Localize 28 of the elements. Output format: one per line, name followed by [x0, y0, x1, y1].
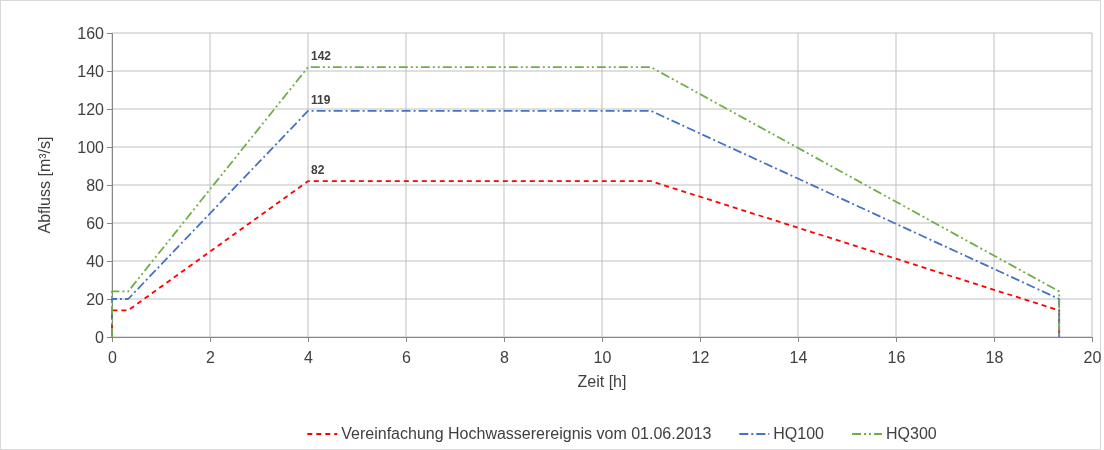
y-tick-label: 120 [77, 100, 105, 118]
legend-label: HQ300 [886, 425, 937, 442]
y-tick-label: 160 [77, 24, 105, 42]
x-tick-label: 20 [1083, 348, 1102, 366]
x-tick-label: 8 [500, 348, 510, 366]
x-tick-label: 18 [985, 348, 1004, 366]
data-label: 82 [311, 163, 325, 178]
x-tick-label: 2 [206, 348, 216, 366]
y-tick-label: 80 [86, 176, 105, 194]
y-tick-label: 140 [77, 62, 105, 80]
x-tick-label: 0 [108, 348, 118, 366]
y-tick-label: 60 [86, 214, 105, 232]
legend-label: HQ100 [773, 425, 825, 442]
x-tick-label: 10 [593, 348, 612, 366]
legend-label: Vereinfachung Hochwasserereignis vom 01.06.2013 [341, 425, 712, 442]
y-axis-title: Abfluss [m³/s] [36, 136, 53, 234]
y-tick-label: 20 [86, 290, 105, 308]
x-tick-label: 16 [887, 348, 906, 366]
y-tick-label: 100 [77, 138, 105, 156]
x-tick-label: 14 [789, 348, 808, 366]
x-tick-label: 6 [402, 348, 412, 366]
y-tick-label: 0 [95, 328, 105, 346]
x-axis-title: Zeit [h] [577, 373, 627, 390]
y-tick-label: 40 [86, 252, 105, 270]
data-label: 142 [311, 49, 332, 64]
data-label: 119 [311, 92, 331, 107]
x-tick-label: 4 [304, 348, 314, 366]
x-tick-label: 12 [691, 348, 710, 366]
